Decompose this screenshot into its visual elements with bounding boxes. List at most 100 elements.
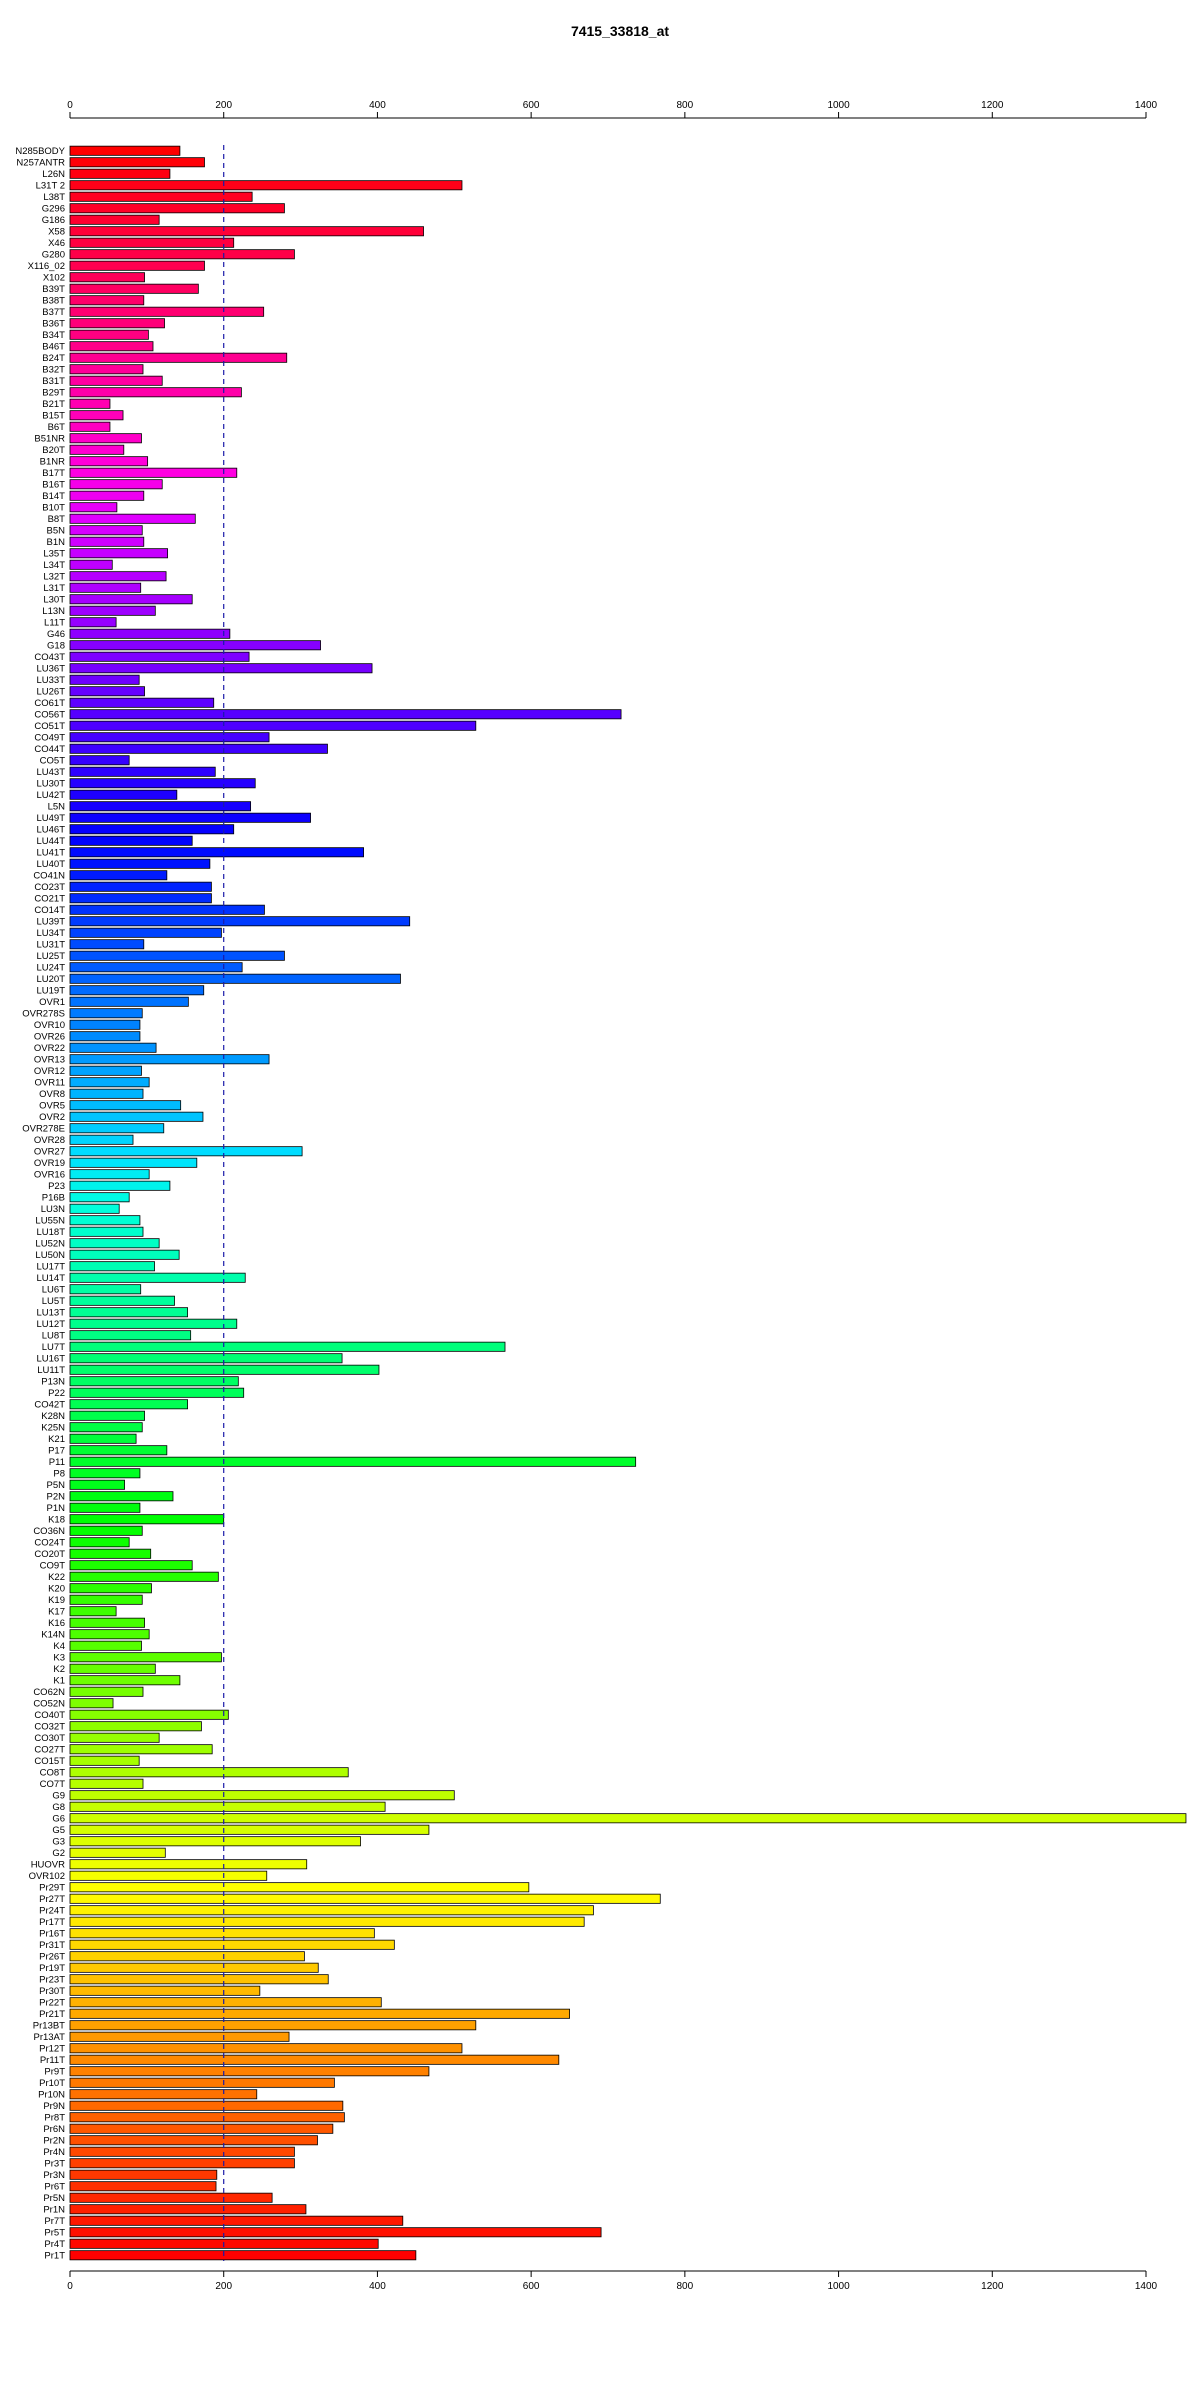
bar-pr29t [69,1882,530,1893]
bar-g296 [69,203,285,214]
bar-pr7t [69,2215,404,2226]
tick-label: 1000 [827,2281,850,2292]
category-label: Pr12T [39,2044,65,2055]
category-label: Pr2N [43,2136,65,2147]
category-label: OVR1 [39,997,65,1008]
bar-lu20t [69,973,401,984]
category-label: B32T [42,365,65,376]
bar-lu18t [69,1226,144,1237]
category-label: LU5T [42,1296,65,1307]
bar-n285body [69,145,181,156]
category-label: Pr26T [39,1952,65,1963]
tick-label: 400 [369,100,386,111]
tick-label: 1200 [981,100,1004,111]
bar-b1n [69,536,145,547]
bar-l5n [69,801,252,812]
bar-series [69,145,1187,2261]
category-label: Pr9N [43,2101,65,2112]
category-label: LU7T [42,1342,65,1353]
bar-k1 [69,1675,181,1686]
category-label: G8 [52,1802,65,1813]
category-label: Pr13BT [33,2021,65,2032]
bar-b21t [69,398,111,409]
category-label: B17T [42,468,65,479]
category-label: LU40T [36,859,65,870]
bar-ovr12 [69,1065,142,1076]
category-label: P13N [41,1377,65,1388]
tick-label: 600 [523,100,540,111]
bar-pr1t [69,2250,417,2261]
bar-ovr278s [69,1008,143,1019]
category-label: Pr19T [39,1963,65,1974]
bar-lu46t [69,824,235,835]
bar-pr8t [69,2112,345,2123]
category-label: Pr6T [44,2182,65,2193]
category-label: LU55N [35,1216,65,1227]
category-label: B8T [48,514,66,525]
bar-pr6t [69,2181,217,2192]
category-label: N285BODY [15,146,65,157]
category-label: G296 [42,204,65,215]
bar-co30t [69,1732,160,1743]
bar-lu31t [69,939,145,950]
bar-k14n [69,1629,150,1640]
bar-co21t [69,893,212,904]
bar-pr27t [69,1893,661,1904]
category-label: OVR16 [34,1170,65,1181]
bar-b29t [69,387,242,398]
category-label: OVR10 [34,1020,65,1031]
category-label: OVR102 [29,1871,65,1882]
bar-lu8t [69,1330,192,1341]
bar-co7t [69,1778,144,1789]
bar-b17t [69,467,238,478]
category-label: HUOVR [31,1860,65,1871]
category-label: B14T [42,491,65,502]
category-label: K4 [53,1641,65,1652]
bar-k25n [69,1422,143,1433]
bar-p22 [69,1387,245,1398]
bar-lu55n [69,1215,141,1226]
category-label: Pr31T [39,1940,65,1951]
bar-b24t [69,352,288,363]
bar-co44t [69,743,328,754]
category-label: OVR19 [34,1158,65,1169]
category-label: OVR278S [22,1009,65,1020]
category-label: LU16T [36,1354,65,1365]
category-label: CO9T [40,1561,66,1572]
bar-g280 [69,249,295,260]
category-label: OVR8 [39,1089,65,1100]
category-label: CO32T [34,1722,65,1733]
category-label: G18 [47,641,65,652]
category-label: Pr13AT [33,2032,65,2043]
bar-co8t [69,1767,349,1778]
bar-l35t [69,548,169,559]
bar-ovr28 [69,1134,134,1145]
tick-label: 400 [369,2281,386,2292]
category-label: CO61T [34,698,65,709]
bar-lu30t [69,778,256,789]
bar-b51nr [69,433,142,444]
category-label: CO21T [34,894,65,905]
category-label: OVR5 [39,1101,65,1112]
category-label: Pr4N [43,2147,65,2158]
bar-ovr13 [69,1054,270,1065]
bar-pr11t [69,2054,560,2065]
bar-p2n [69,1491,174,1502]
bar-lu19t [69,985,205,996]
category-label: L13N [42,606,65,617]
category-label: OVR2 [39,1112,65,1123]
category-label: CO30T [34,1733,65,1744]
category-label: CO36N [33,1526,65,1537]
bar-pr5t [69,2227,602,2238]
bar-co36n [69,1525,143,1536]
bar-p23 [69,1180,171,1191]
tick-label: 800 [677,100,694,111]
bar-l31t [69,582,142,593]
bar-pr17t [69,1916,585,1927]
category-label: K21 [48,1434,65,1445]
bar-k22 [69,1571,219,1582]
bar-lu34t [69,927,222,938]
category-label: LU17T [36,1262,65,1273]
category-label: CO5T [40,756,66,767]
